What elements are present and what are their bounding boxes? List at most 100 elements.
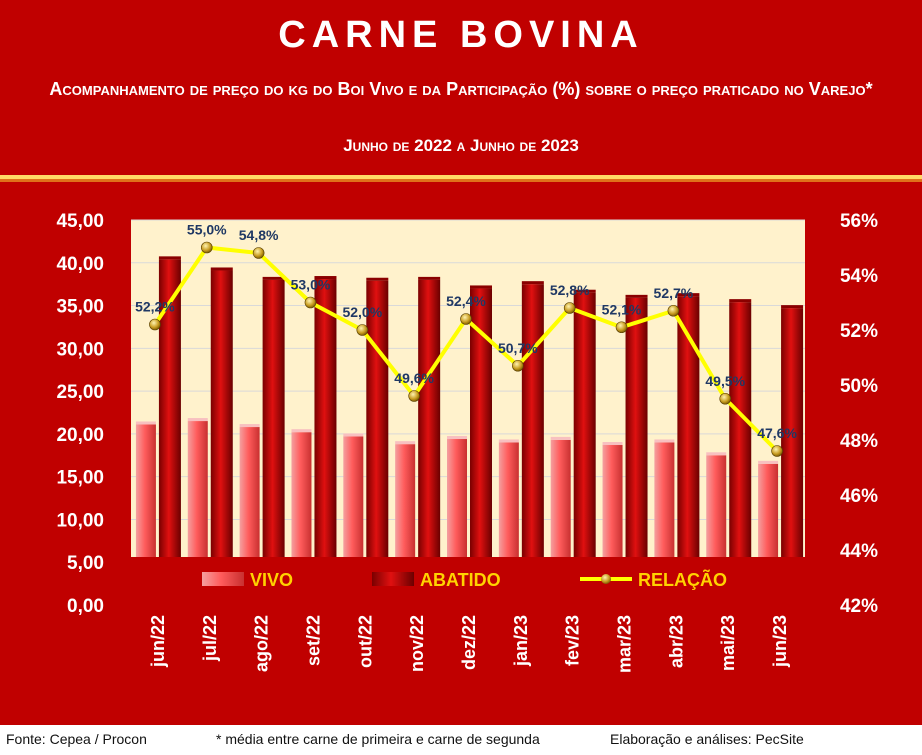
x-tick-label: set/22 xyxy=(303,615,323,666)
y-right-tick-label: 52% xyxy=(840,321,878,342)
relacao-data-label: 53,0% xyxy=(291,277,331,293)
y-right-tick-label: 44% xyxy=(840,541,878,562)
bar-abatido xyxy=(781,308,804,605)
bar-abatido-top xyxy=(573,289,596,293)
header-divider xyxy=(0,175,922,179)
y-left-tick-label: 35,00 xyxy=(56,297,104,318)
page-subtitle: Acompanhamento de preço do kg do Boi Viv… xyxy=(49,79,873,99)
y-right-tick-label: 46% xyxy=(840,486,878,507)
bar-vivo-top xyxy=(654,439,675,443)
bar-vivo-top xyxy=(239,424,260,428)
bar-abatido xyxy=(677,296,700,605)
x-tick-label: dez/22 xyxy=(459,615,479,670)
relacao-data-label: 52,4% xyxy=(446,293,486,309)
relacao-data-label: 52,7% xyxy=(654,285,694,301)
x-tick-label: mar/23 xyxy=(615,615,635,673)
relacao-point xyxy=(460,313,472,325)
bar-abatido-top xyxy=(210,267,233,271)
relacao-point xyxy=(304,296,317,309)
bar-abatido-top xyxy=(418,276,441,280)
relacao-data-label: 47,6% xyxy=(757,425,797,441)
x-axis-labels: jun/22 jul/22 ago/22 set/22 out/22 nov/22 dez/… xyxy=(148,615,790,673)
bar-abatido-top xyxy=(729,299,752,303)
relacao-point xyxy=(408,390,420,402)
bar-abatido-top xyxy=(781,305,804,309)
header-divider-2 xyxy=(0,179,922,182)
y-left-tick-label: 10,00 xyxy=(56,510,104,531)
bar-vivo-top xyxy=(706,452,727,456)
bars xyxy=(135,256,804,605)
legend-marker-relacao xyxy=(601,574,611,584)
relacao-data-label: 52,8% xyxy=(550,282,590,298)
relacao-point xyxy=(149,318,161,331)
legend-label-relacao: RELAÇÃO xyxy=(638,569,727,590)
relacao-data-label: 49,6% xyxy=(394,370,434,386)
y-right-tick-label: 42% xyxy=(840,596,878,617)
bar-vivo-top xyxy=(187,418,208,422)
bar-abatido xyxy=(366,280,389,605)
y-axis-right: 42% 44% 46% 48% 50% 52% 54% 56% xyxy=(840,211,878,617)
relacao-point xyxy=(252,247,265,259)
bar-abatido xyxy=(470,288,492,605)
y-left-tick-label: 20,00 xyxy=(56,425,104,446)
x-tick-label: ago/22 xyxy=(252,615,272,672)
bar-vivo-top xyxy=(498,439,519,443)
y-left-tick-label: 0,00 xyxy=(67,596,104,617)
bar-vivo-top xyxy=(343,433,364,437)
legend-label-abatido: ABATIDO xyxy=(420,570,501,590)
x-tick-label: jun/22 xyxy=(148,615,168,668)
relacao-point xyxy=(356,324,369,336)
bar-vivo-top xyxy=(447,436,467,440)
relacao-point xyxy=(615,321,628,334)
x-tick-label: mai/23 xyxy=(718,615,738,671)
bar-vivo-top xyxy=(135,421,156,425)
relacao-data-label: 52,0% xyxy=(342,304,382,320)
x-tick-label: fev/23 xyxy=(563,615,583,666)
y-right-tick-label: 50% xyxy=(840,376,878,397)
bar-abatido-top xyxy=(314,276,337,280)
bar-abatido-top xyxy=(625,294,648,298)
y-right-tick-label: 48% xyxy=(840,431,878,452)
x-tick-label: nov/22 xyxy=(407,615,427,672)
bar-abatido-top xyxy=(677,293,700,297)
bar-vivo-top xyxy=(602,442,623,446)
bar-abatido xyxy=(262,279,285,605)
relacao-line: 52,2% 55,0% 54,8% 53,0% 52,0% 49,6% 52,4% 50,7%… xyxy=(135,222,797,457)
relacao-data-label: 49,5% xyxy=(705,373,745,389)
relacao-data-label: 52,2% xyxy=(135,299,175,315)
footer-credit: Elaboração e análises: PecSite xyxy=(610,731,804,747)
relacao-point xyxy=(563,302,576,314)
page-period: Junho de 2022 a Junho de 2023 xyxy=(343,136,579,155)
bar-abatido xyxy=(314,279,337,605)
bar-abatido xyxy=(729,302,752,605)
y-left-tick-label: 45,00 xyxy=(56,211,104,232)
footer-source: Fonte: Cepea / Procon xyxy=(6,731,147,747)
relacao-data-label: 52,1% xyxy=(602,301,642,317)
x-tick-label: jun/23 xyxy=(770,615,790,668)
y-left-tick-label: 5,00 xyxy=(67,553,104,574)
bar-vivo-top xyxy=(758,460,779,464)
footer-note: * média entre carne de primeira e carne … xyxy=(216,731,540,747)
y-left-tick-label: 25,00 xyxy=(56,382,104,403)
footer: Fonte: Cepea / Procon * média entre carn… xyxy=(0,727,922,755)
bar-vivo-top xyxy=(291,429,312,433)
bar-abatido xyxy=(210,270,233,605)
relacao-data-label: 54,8% xyxy=(239,227,279,243)
relacao-data-label: 50,7% xyxy=(498,340,538,356)
legend-swatch-abatido xyxy=(372,572,414,586)
relacao-point xyxy=(200,241,213,254)
y-right-tick-label: 54% xyxy=(840,266,878,287)
y-left-tick-label: 15,00 xyxy=(56,468,104,489)
header: CARNE BOVINA Acompanhamento de preço do … xyxy=(0,0,922,175)
page-title: CARNE BOVINA xyxy=(278,14,644,56)
y-left-tick-label: 30,00 xyxy=(56,339,104,360)
x-tick-label: abr/23 xyxy=(666,615,686,668)
bar-abatido-top xyxy=(262,276,285,280)
x-tick-label: jul/22 xyxy=(200,615,220,662)
bar-abatido-top xyxy=(366,277,389,281)
legend-swatch-vivo xyxy=(202,572,244,586)
bar-abatido-top xyxy=(521,281,544,285)
y-left-tick-label: 40,00 xyxy=(56,254,104,275)
legend: VIVO ABATIDO RELAÇÃO xyxy=(202,569,727,590)
bar-vivo-top xyxy=(395,441,416,445)
